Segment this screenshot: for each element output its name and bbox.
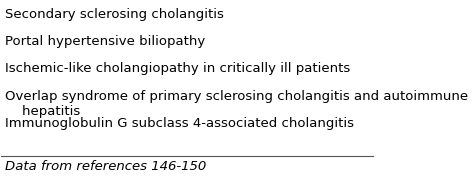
Text: Portal hypertensive biliopathy: Portal hypertensive biliopathy (5, 35, 205, 48)
Text: Ischemic-like cholangiopathy in critically ill patients: Ischemic-like cholangiopathy in critical… (5, 62, 350, 75)
Text: Secondary sclerosing cholangitis: Secondary sclerosing cholangitis (5, 8, 224, 21)
Text: Immunoglobulin G subclass 4-associated cholangitis: Immunoglobulin G subclass 4-associated c… (5, 117, 354, 130)
Text: Overlap syndrome of primary sclerosing cholangitis and autoimmune
    hepatitis: Overlap syndrome of primary sclerosing c… (5, 90, 468, 117)
Text: Data from references 146-150: Data from references 146-150 (5, 160, 206, 173)
